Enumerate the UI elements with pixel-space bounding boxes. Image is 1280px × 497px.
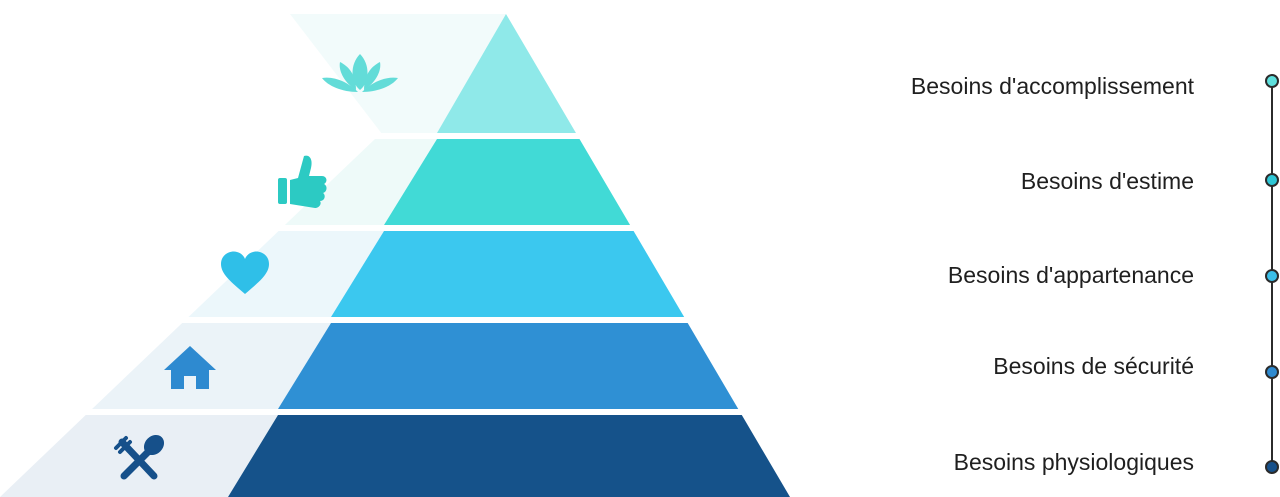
fork-spoon-icon	[114, 434, 165, 480]
level-label-4: Besoins de sécurité	[993, 353, 1194, 379]
pyramid-tier-1	[290, 14, 576, 133]
timeline-dot-2	[1265, 173, 1279, 187]
tier-fill	[384, 139, 631, 225]
timeline-dot-5	[1265, 460, 1279, 474]
heart-icon	[221, 251, 269, 294]
tier-panel	[290, 14, 506, 133]
thumbs-up-icon	[278, 155, 327, 208]
pyramid-tier-3	[188, 231, 685, 317]
level-label-3: Besoins d'appartenance	[947, 262, 1194, 288]
lotus-icon	[322, 54, 398, 92]
tier-panel	[188, 231, 384, 317]
home-icon	[164, 346, 216, 389]
tier-panel	[284, 139, 437, 225]
level-label-2: Besoins d'estime	[1020, 168, 1194, 194]
pyramid-tier-2	[284, 139, 631, 225]
level-label-5: Besoins physiologiques	[953, 449, 1194, 475]
pyramid-diagram	[0, 14, 790, 497]
tier-fill	[437, 14, 576, 133]
timeline-dot-4	[1265, 365, 1279, 379]
tier-fill	[278, 323, 739, 409]
timeline-dot-1	[1265, 74, 1279, 88]
level-label-1: Besoins d'accomplissement	[910, 73, 1194, 99]
timeline-dot-3	[1265, 269, 1279, 283]
tier-fill	[228, 415, 790, 497]
tier-icons	[114, 54, 398, 480]
tier-fill	[331, 231, 685, 317]
